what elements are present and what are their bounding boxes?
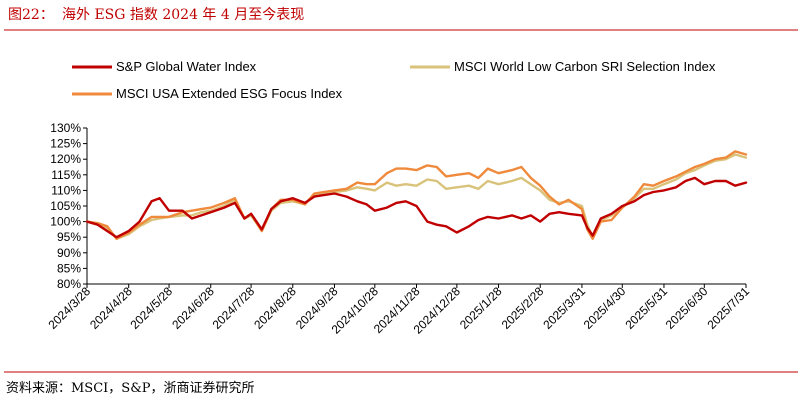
y-tick-label: 95% <box>57 230 81 244</box>
y-tick-label: 130% <box>50 121 81 135</box>
y-tick-label: 90% <box>57 246 81 260</box>
source-note: 资料来源：MSCI，S&P，浙商证券研究所 <box>6 380 255 396</box>
x-tick-label: 2025/3/31 <box>540 284 588 332</box>
series-line-1 <box>85 176 748 239</box>
x-tick-label: 2024/5/28 <box>128 284 176 332</box>
chart-legend: S&P Global Water Index MSCI World Low Car… <box>72 59 716 101</box>
x-tick-label: 2025/4/30 <box>581 284 629 332</box>
x-tick-label: 2024/7/28 <box>210 284 258 332</box>
y-tick-label: 105% <box>50 199 81 213</box>
legend-label-2: MSCI World Low Carbon SRI Selection Inde… <box>454 59 716 74</box>
chart-axes: 80% 85%90% 95%100% 105% 110%115% 120%125% 130%… <box>45 121 752 337</box>
y-tick-label: 100% <box>50 215 81 229</box>
y-tick-label: 85% <box>57 261 81 275</box>
x-tick-label: 2025/7/31 <box>704 284 752 332</box>
chart-plot-area <box>85 150 748 240</box>
x-tick-label: 2024/3/28 <box>45 284 93 332</box>
legend-label-1: S&P Global Water Index <box>116 59 257 74</box>
x-tick-label: 2025/2/28 <box>499 284 547 332</box>
y-tick-label: 125% <box>50 137 81 151</box>
figure-title: 海外 ESG 指数 2024 年 4 月至今表现 <box>62 7 304 23</box>
x-tick-label: 2025/6/30 <box>663 284 711 332</box>
x-tick-label: 2024/8/28 <box>251 284 299 332</box>
x-tick-label: 2024/4/28 <box>87 284 135 332</box>
figure-label: 图22： <box>8 7 54 23</box>
y-tick-label: 120% <box>50 152 81 166</box>
series-line-3 <box>85 150 748 240</box>
x-tick-label: 2025/1/28 <box>457 284 505 332</box>
x-tick-label: 2025/5/31 <box>622 284 670 332</box>
x-tick-label: 2024/6/28 <box>169 284 217 332</box>
y-tick-label: 110% <box>51 183 81 197</box>
series-line-2 <box>85 153 748 240</box>
legend-label-3: MSCI USA Extended ESG Focus Index <box>116 86 343 101</box>
y-tick-label: 115% <box>51 168 81 182</box>
y-tick-label: 80% <box>57 277 81 291</box>
